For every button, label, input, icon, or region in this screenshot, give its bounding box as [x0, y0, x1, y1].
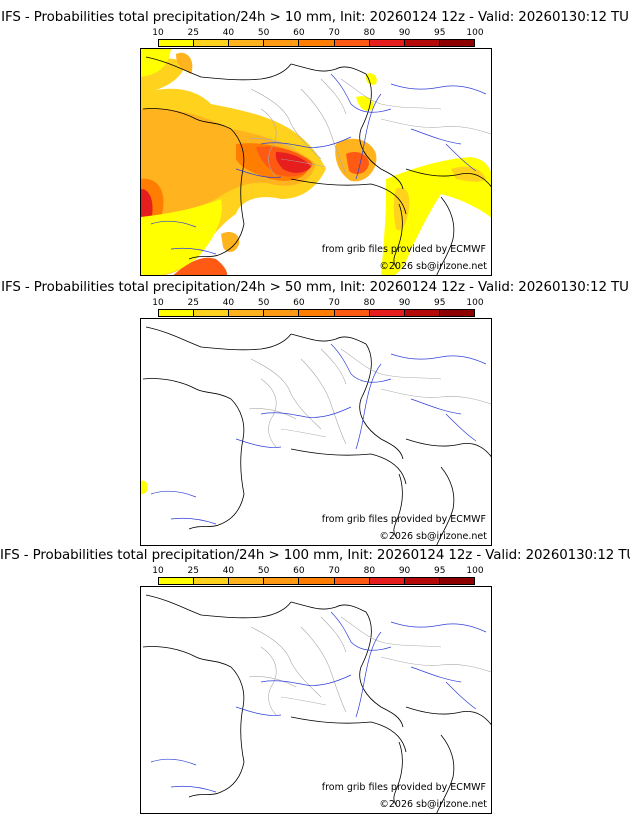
colorbar-swatch	[404, 310, 440, 316]
map-panel-100mm: IFS - Probabilities total precipitation/…	[0, 548, 630, 818]
map-graphic	[141, 326, 491, 545]
colorbar-swatch	[299, 310, 335, 316]
colorbar-label: 90	[398, 28, 411, 38]
admin-boundaries	[248, 348, 491, 448]
map-graphic	[141, 49, 491, 275]
colorbar-label: 40	[222, 28, 235, 38]
colorbar-label: 80	[363, 566, 376, 576]
colorbar-swatch	[299, 40, 335, 46]
colorbar-label: 90	[398, 566, 411, 576]
source-credit: from grib files provided by ECMWF	[321, 244, 486, 255]
colorbar-label: 70	[328, 28, 340, 38]
colorbar-label: 10	[152, 566, 164, 576]
probability-map: from grib files provided by ECMWF ©2026 …	[140, 586, 492, 814]
colorbar-swatch	[229, 578, 265, 584]
colorbar-label: 60	[293, 28, 305, 38]
colorbar-swatch	[194, 40, 230, 46]
colorbar-label: 95	[434, 566, 446, 576]
colorbar-label: 100	[466, 566, 484, 576]
rivers	[150, 73, 487, 255]
map-graphic	[142, 594, 491, 813]
colorbar-swatch	[369, 40, 405, 46]
colorbar-swatch	[334, 310, 370, 316]
admin-boundaries	[248, 78, 491, 178]
colorbar-label: 95	[434, 28, 446, 38]
colorbar-swatch	[369, 310, 405, 316]
rivers	[150, 611, 487, 793]
map-panel-50mm: IFS - Probabilities total precipitation/…	[0, 280, 630, 550]
colorbar-label: 25	[187, 298, 199, 308]
precip-shading	[141, 49, 491, 275]
colorbar-label: 40	[222, 566, 235, 576]
colorbar-label: 100	[466, 28, 484, 38]
colorbar-swatch	[159, 310, 195, 316]
colorbar-label: 10	[152, 28, 164, 38]
colorbar-swatch	[194, 578, 230, 584]
colorbar: 10 25 40 50 60 70 80 90 95 100	[152, 298, 484, 320]
colorbar-swatch	[334, 578, 370, 584]
panel-title: IFS - Probabilities total precipitation/…	[0, 548, 630, 563]
colorbar-swatch	[264, 310, 300, 316]
copyright-text: ©2026 sb@irizone.net	[379, 531, 487, 542]
colorbar-label: 80	[363, 298, 376, 308]
colorbar-label: 10	[152, 298, 164, 308]
panel-title: IFS - Probabilities total precipitation/…	[1, 280, 629, 295]
colorbar-label: 80	[363, 28, 376, 38]
colorbar-swatch	[439, 310, 474, 316]
colorbar: 10 25 40 50 60 70 80 90 95 100	[152, 28, 484, 50]
colorbar-label: 70	[328, 298, 340, 308]
copyright-text: ©2026 sb@irizone.net	[379, 799, 487, 810]
colorbar-swatch	[159, 578, 195, 584]
copyright-text: ©2026 sb@irizone.net	[379, 261, 487, 272]
colorbar-swatch	[404, 578, 440, 584]
colorbar-swatch	[404, 40, 440, 46]
colorbar-label: 25	[187, 28, 199, 38]
colorbar-swatch	[194, 310, 230, 316]
colorbar: 10 25 40 50 60 70 80 90 95 100	[152, 566, 484, 588]
probability-map: from grib files provided by ECMWF ©2026 …	[140, 48, 492, 276]
colorbar-swatch	[229, 40, 265, 46]
colorbar-swatch	[299, 578, 335, 584]
colorbar-label: 50	[257, 298, 270, 308]
colorbar-labels: 10 25 40 50 60 70 80 90 95 100	[152, 566, 483, 576]
colorbar-label: 90	[398, 298, 411, 308]
colorbar-label: 100	[466, 298, 484, 308]
probability-map: from grib files provided by ECMWF ©2026 …	[140, 318, 492, 546]
rivers	[150, 343, 487, 525]
colorbar-swatches	[158, 39, 475, 47]
colorbar-label: 60	[293, 298, 305, 308]
source-credit: from grib files provided by ECMWF	[321, 514, 486, 525]
colorbar-label: 25	[187, 566, 199, 576]
colorbar-swatches	[158, 309, 475, 317]
colorbar-swatch	[229, 310, 265, 316]
colorbar-swatches	[158, 577, 475, 585]
panel-title: IFS - Probabilities total precipitation/…	[1, 10, 629, 25]
colorbar-swatch	[264, 40, 300, 46]
colorbar-label: 60	[293, 566, 305, 576]
colorbar-swatch	[439, 40, 474, 46]
colorbar-swatch	[369, 578, 405, 584]
colorbar-swatch	[334, 40, 370, 46]
colorbar-swatch	[159, 40, 195, 46]
colorbar-labels: 10 25 40 50 60 70 80 90 95 100	[152, 28, 483, 38]
precip-shading	[141, 480, 148, 495]
map-panel-10mm: IFS - Probabilities total precipitation/…	[0, 10, 630, 280]
colorbar-swatch	[264, 578, 300, 584]
colorbar-label: 70	[328, 566, 340, 576]
admin-boundaries	[248, 616, 491, 716]
colorbar-label: 40	[222, 298, 235, 308]
colorbar-label: 50	[257, 566, 270, 576]
colorbar-swatch	[439, 578, 474, 584]
source-credit: from grib files provided by ECMWF	[321, 782, 486, 793]
colorbar-label: 95	[434, 298, 446, 308]
colorbar-labels: 10 25 40 50 60 70 80 90 95 100	[152, 298, 483, 308]
colorbar-label: 50	[257, 28, 270, 38]
